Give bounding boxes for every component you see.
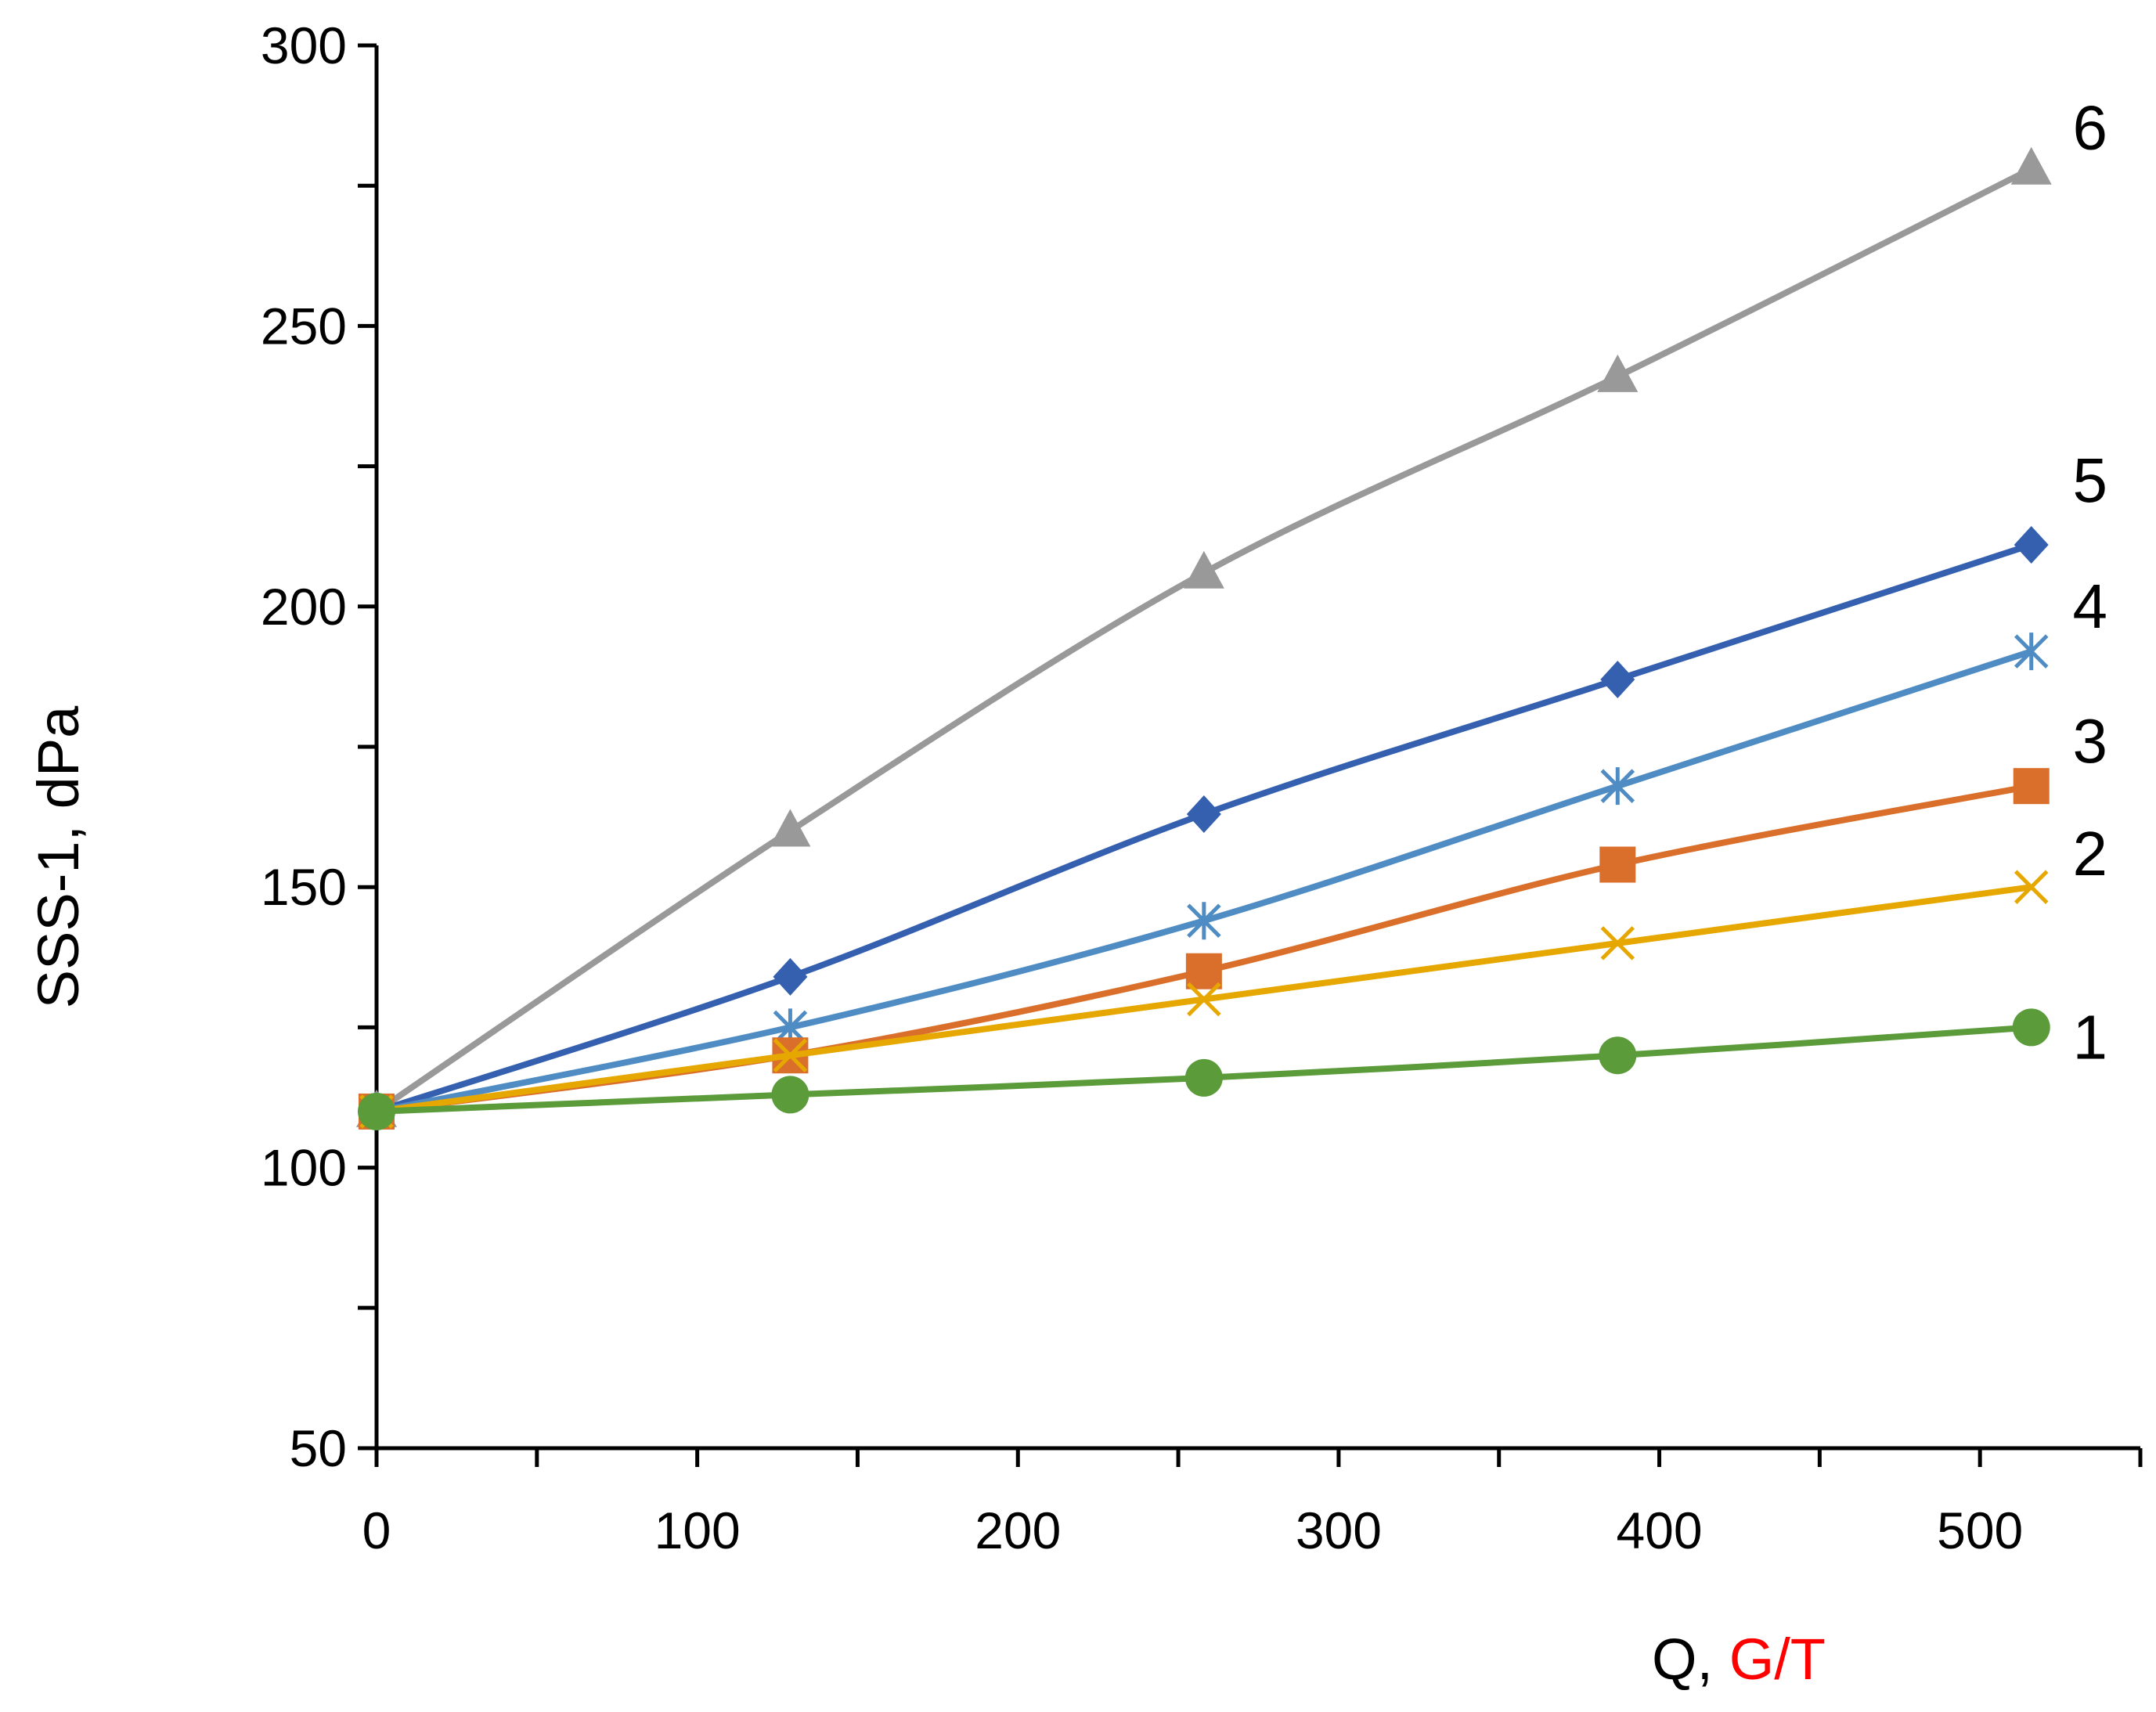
x-tick-label: 500 <box>1937 1501 2023 1559</box>
series-label: 5 <box>2072 445 2107 515</box>
y-tick-label: 50 <box>290 1419 347 1477</box>
y-axis-title: SSS-1, dPa <box>26 705 91 1009</box>
data-point-square <box>1599 846 1636 883</box>
data-point-square <box>1185 953 1222 989</box>
data-point-x <box>1187 982 1221 1017</box>
x-axis-title: Q, G/T <box>1652 1627 1826 1692</box>
data-point-asterisk <box>1600 767 1635 806</box>
data-point-triangle <box>770 809 811 847</box>
data-point-square <box>2013 768 2050 805</box>
y-tick-label: 250 <box>261 297 347 355</box>
data-point-asterisk <box>1187 902 1221 940</box>
axes: 50 100 150 200 250 300 0 100 200 300 400 500 <box>261 16 2143 1559</box>
data-point-circle <box>1599 1036 1637 1075</box>
x-tick-label: 200 <box>975 1501 1061 1559</box>
series-labels: 6 5 4 3 2 1 <box>2072 93 2107 1072</box>
data-point-circle <box>1184 1058 1223 1097</box>
series-1 <box>358 1008 2050 1130</box>
series-label: 3 <box>2072 706 2107 776</box>
data-point-diamond <box>773 957 808 996</box>
y-tick-label: 100 <box>261 1139 347 1197</box>
series-label: 2 <box>2072 819 2107 888</box>
data-point-circle <box>2012 1008 2050 1047</box>
series-label: 4 <box>2072 571 2107 641</box>
x-tick-label: 100 <box>654 1501 741 1559</box>
y-tick-label: 300 <box>261 16 347 74</box>
x-axis-title-unit: G/T <box>1729 1627 1826 1692</box>
y-tick-label: 150 <box>261 858 347 916</box>
data-point-triangle <box>2010 146 2052 185</box>
x-tick-label: 400 <box>1616 1501 1702 1559</box>
data-point-diamond <box>1186 795 1221 834</box>
data-point-circle <box>358 1092 395 1130</box>
data-point-x <box>1600 926 1635 961</box>
data-point-triangle <box>1183 550 1224 589</box>
data-point-circle <box>771 1076 809 1114</box>
data-point-diamond <box>1600 660 1635 698</box>
x-tick-label: 300 <box>1296 1501 1382 1559</box>
data-point-triangle <box>1597 354 1639 392</box>
data-point-x <box>773 1038 808 1073</box>
series-4 <box>359 633 2049 1130</box>
data-point-x <box>2014 870 2049 904</box>
series-label: 1 <box>2072 1002 2107 1072</box>
y-tick-label: 200 <box>261 578 347 636</box>
data-point-diamond <box>2014 525 2049 564</box>
x-axis-title-quantity: Q, <box>1652 1627 1729 1692</box>
series-label: 6 <box>2072 93 2107 163</box>
data-point-asterisk <box>2014 633 2049 671</box>
x-tick-label: 0 <box>362 1501 391 1559</box>
series-layer <box>356 146 2052 1130</box>
